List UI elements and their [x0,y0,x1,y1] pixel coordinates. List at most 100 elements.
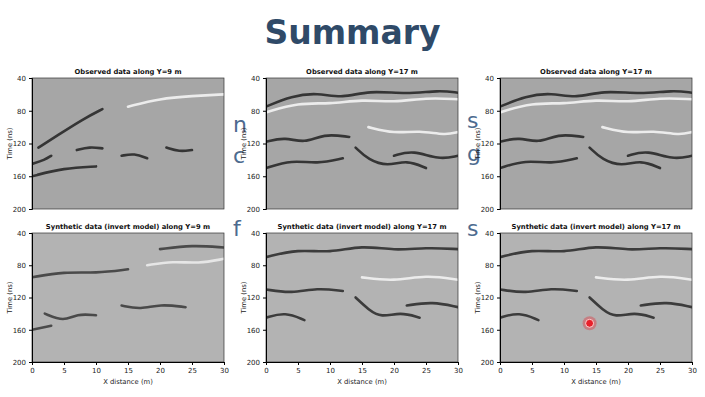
tick: 40 [17,230,32,238]
tick-mark [497,176,500,177]
tick: 120 [481,140,500,148]
tick-mark [660,362,661,365]
tick-label: 200 [247,206,260,214]
tick: 25 [422,362,431,375]
tick-mark [263,330,266,331]
reflector [362,277,458,280]
tick-mark [497,330,500,331]
y-axis-title: Time (ns) [6,281,14,314]
x-axis: 051015202530 [30,362,229,375]
tick-label: 10 [92,367,101,375]
tick-mark [497,298,500,299]
tick-label: 20 [624,367,633,375]
tick-label: 80 [17,107,26,115]
panel-title: Observed data along Y=17 m [540,68,652,76]
panel-title: Synthetic data (invert model) along Y=9 … [46,223,210,231]
tick-mark [29,144,32,145]
reflector [32,326,51,330]
plot-area [266,78,458,209]
tick-label: 160 [247,326,260,334]
reflector [266,135,349,141]
reflector [394,152,458,157]
tick: 30 [454,362,463,375]
tick-label: 5 [62,367,66,375]
marks [32,94,224,176]
tick-label: 40 [251,230,260,238]
tick: 80 [251,107,266,115]
tick-mark [29,209,32,210]
axis-line [263,234,267,363]
panel: 4080120160200Observed data along Y=17 mT… [240,68,458,214]
tick-label: 160 [481,173,494,181]
tick-label: 15 [592,367,601,375]
tick-label: 120 [13,294,26,302]
slide-title: Summary [264,13,440,52]
y-axis: 4080120160200 [247,230,267,367]
reflector [500,158,577,168]
tick: 10 [326,362,335,375]
reflector [266,247,458,257]
reflector [500,135,583,141]
frame [266,78,458,209]
tick: 160 [13,173,32,181]
tick: 5 [530,362,534,375]
tick: 15 [592,362,601,375]
x-axis-title: X distance (m) [571,378,621,386]
tick: 25 [188,362,197,375]
marks [266,91,458,168]
tick-label: 200 [13,359,26,367]
tick: 0 [30,362,34,375]
marks [500,247,692,330]
tick-label: 0 [498,367,502,375]
tick-mark [29,233,32,234]
tick-label: 0 [264,367,268,375]
text-fragment: f [233,216,242,241]
plot-area [32,233,224,362]
marks [500,91,692,168]
y-axis: 4080120160200 [13,75,33,214]
tick: 120 [247,140,266,148]
frame [500,78,692,209]
reflector [122,154,148,158]
y-axis-title: Time (ns) [474,281,482,314]
tick-mark [263,78,266,79]
reflector [500,314,538,320]
panel: 4080120160200Observed data along Y=17 mT… [474,68,692,214]
tick-mark [128,362,129,365]
tick-label: 15 [358,367,367,375]
marker-glow [583,316,597,330]
tick-label: 15 [124,367,133,375]
y-axis: 4080120160200 [481,230,501,367]
tick: 200 [247,206,266,214]
y-axis-title: Time (ns) [240,281,248,314]
tick-mark [29,362,32,363]
tick-label: 80 [251,262,260,270]
reflector [266,314,304,320]
tick-label: 25 [656,367,665,375]
panel-title: Observed data along Y=9 m [74,68,181,76]
tick-mark [96,362,97,365]
reflector [641,303,692,307]
reflector [45,314,96,319]
reflector [500,289,577,292]
tick: 80 [251,262,266,270]
tick: 5 [62,362,66,375]
x-axis-title: X distance (m) [337,378,387,386]
tick-mark [266,362,267,365]
tick-label: 80 [485,262,494,270]
tick-label: 40 [17,230,26,238]
tick-label: 200 [247,359,260,367]
tick-label: 120 [247,140,260,148]
tick-mark [426,362,427,365]
tick: 200 [481,359,500,367]
axis-line [29,234,33,363]
tick: 10 [560,362,569,375]
tick-label: 200 [481,359,494,367]
axis-line [29,79,33,210]
tick: 0 [498,362,502,375]
reflector [160,246,224,249]
panel: 4080120160200051015202530Synthetic data … [240,223,463,386]
y-axis: 4080120160200 [481,75,501,214]
tick-label: 80 [251,107,260,115]
tick-label: 200 [13,206,26,214]
